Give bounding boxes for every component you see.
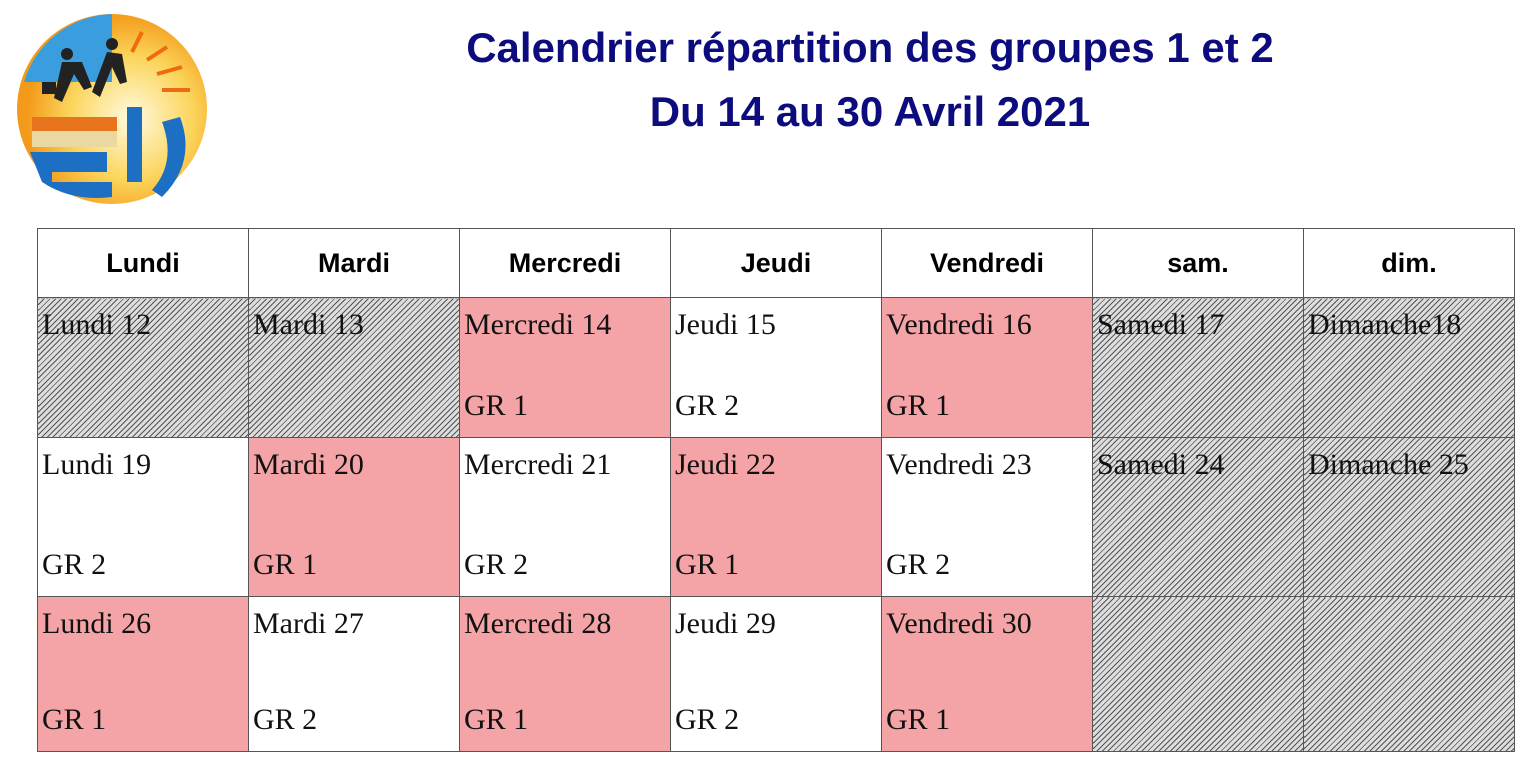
group-label: GR 1 xyxy=(675,548,740,581)
day-cell: Vendredi 30 GR 1 xyxy=(881,596,1093,752)
group-label: GR 2 xyxy=(253,703,318,736)
calendar-table: Lundi Mardi Mercredi Jeudi Vendredi sam. dim. … xyxy=(37,228,1515,752)
day-label: Jeudi 22 xyxy=(675,448,776,481)
day-label: Vendredi 23 xyxy=(886,448,1032,481)
day-cell: Mercredi 21 GR 2 xyxy=(459,437,671,597)
day-cell: Vendredi 16 GR 1 xyxy=(881,297,1093,438)
day-cell: Lundi 26 GR 1 xyxy=(37,596,249,752)
header-row: Lundi Mardi Mercredi Jeudi Vendredi sam. dim. xyxy=(37,228,1515,298)
group-label: GR 2 xyxy=(464,548,529,581)
day-cell: Dimanche 25 xyxy=(1303,437,1515,597)
week-row: Lundi 12 Mardi 13 Mercredi 14 GR 1 Jeudi 15 G… xyxy=(37,297,1515,438)
day-label: Mercredi 28 xyxy=(464,607,612,640)
day-label: Vendredi 30 xyxy=(886,607,1032,640)
column-header: Jeudi xyxy=(670,228,882,298)
day-cell: Mercredi 28 GR 1 xyxy=(459,596,671,752)
day-cell: Mercredi 14 GR 1 xyxy=(459,297,671,438)
day-cell: Jeudi 22 GR 1 xyxy=(670,437,882,597)
day-cell: Lundi 12 xyxy=(37,297,249,438)
day-cell: Lundi 19 GR 2 xyxy=(37,437,249,597)
day-label: Jeudi 15 xyxy=(675,308,776,341)
day-label: Samedi 24 xyxy=(1097,448,1225,481)
group-label: GR 1 xyxy=(886,703,951,736)
day-label: Vendredi 16 xyxy=(886,308,1032,341)
column-header: Mercredi xyxy=(459,228,671,298)
day-label: Lundi 12 xyxy=(42,308,152,341)
group-label: GR 2 xyxy=(675,703,740,736)
day-label: Samedi 17 xyxy=(1097,308,1225,341)
day-label: Mercredi 21 xyxy=(464,448,612,481)
page-subtitle: Du 14 au 30 Avril 2021 xyxy=(649,88,1091,135)
group-label: GR 2 xyxy=(675,389,740,422)
day-label: Jeudi 29 xyxy=(675,607,776,640)
day-cell: Jeudi 15 GR 2 xyxy=(670,297,882,438)
column-header: Vendredi xyxy=(881,228,1093,298)
group-label: GR 1 xyxy=(464,389,529,422)
column-header: Mardi xyxy=(248,228,460,298)
group-label: GR 1 xyxy=(253,548,318,581)
day-label: Mardi 20 xyxy=(253,448,364,481)
day-cell: Mardi 20 GR 1 xyxy=(248,437,460,597)
group-label: GR 2 xyxy=(886,548,951,581)
column-header: dim. xyxy=(1303,228,1515,298)
day-cell: Dimanche18 xyxy=(1303,297,1515,438)
day-cell: Samedi 17 xyxy=(1092,297,1304,438)
column-header: sam. xyxy=(1092,228,1304,298)
day-cell: Vendredi 23 GR 2 xyxy=(881,437,1093,597)
day-cell: Samedi 24 xyxy=(1092,437,1304,597)
day-cell xyxy=(1303,596,1515,752)
day-cell: Mardi 13 xyxy=(248,297,460,438)
day-cell: Mardi 27 GR 2 xyxy=(248,596,460,752)
day-label: Mercredi 14 xyxy=(464,308,612,341)
day-label: Dimanche18 xyxy=(1308,308,1462,341)
group-label: GR 2 xyxy=(42,548,107,581)
group-label: GR 1 xyxy=(42,703,107,736)
group-label: GR 1 xyxy=(464,703,529,736)
day-label: Mardi 13 xyxy=(253,308,364,341)
group-label: GR 1 xyxy=(886,389,951,422)
day-cell: Jeudi 29 GR 2 xyxy=(670,596,882,752)
school-logo xyxy=(17,14,207,204)
day-cell xyxy=(1092,596,1304,752)
page-title: Calendrier répartition des groupes 1 et … xyxy=(466,24,1274,71)
column-header: Lundi xyxy=(37,228,249,298)
day-label: Lundi 19 xyxy=(42,448,152,481)
day-label: Mardi 27 xyxy=(253,607,364,640)
day-label: Lundi 26 xyxy=(42,607,152,640)
day-label: Dimanche 25 xyxy=(1308,448,1469,481)
